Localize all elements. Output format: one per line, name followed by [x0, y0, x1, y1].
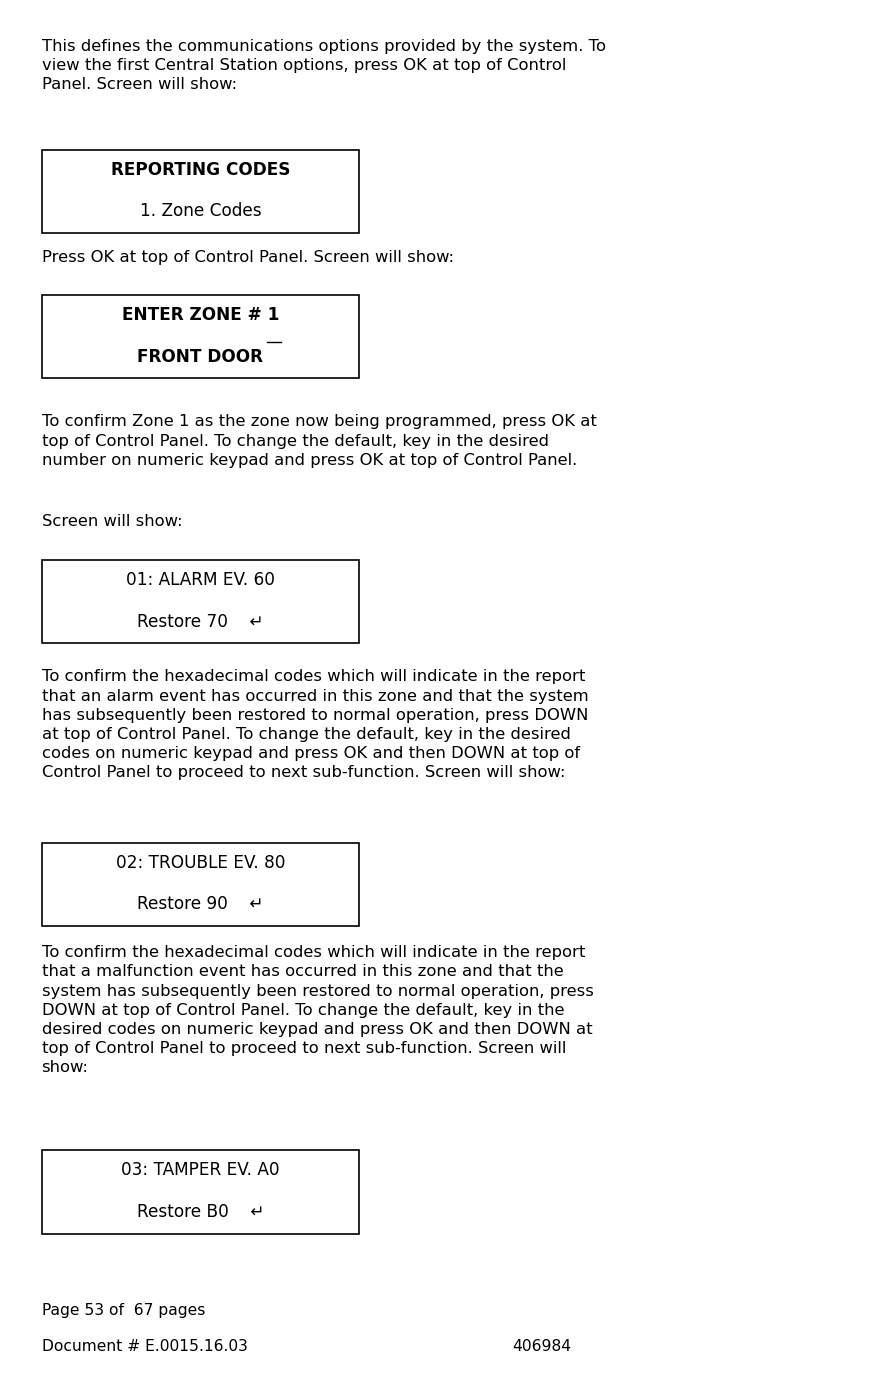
- Bar: [42, 150, 359, 233]
- Text: Restore B0    ↵: Restore B0 ↵: [137, 1203, 264, 1221]
- Text: Restore 70    ↵: Restore 70 ↵: [137, 613, 264, 631]
- Text: Page 53 of  67 pages: Page 53 of 67 pages: [42, 1303, 205, 1318]
- Text: FRONT DOOR: FRONT DOOR: [138, 348, 263, 366]
- Bar: [42, 1150, 359, 1234]
- Text: To confirm Zone 1 as the zone now being programmed, press OK at
top of Control P: To confirm Zone 1 as the zone now being …: [42, 414, 596, 468]
- Bar: [42, 560, 359, 643]
- Text: Screen will show:: Screen will show:: [42, 514, 182, 529]
- Text: To confirm the hexadecimal codes which will indicate in the report
that an alarm: To confirm the hexadecimal codes which w…: [42, 669, 588, 780]
- Text: To confirm the hexadecimal codes which will indicate in the report
that a malfun: To confirm the hexadecimal codes which w…: [42, 945, 593, 1076]
- Text: REPORTING CODES: REPORTING CODES: [110, 161, 291, 179]
- Text: 406984: 406984: [512, 1339, 571, 1354]
- Text: 1. Zone Codes: 1. Zone Codes: [140, 202, 261, 220]
- Text: 03: TAMPER EV. A0: 03: TAMPER EV. A0: [121, 1161, 280, 1179]
- Bar: [42, 295, 359, 378]
- Text: Restore 90    ↵: Restore 90 ↵: [137, 895, 264, 913]
- Text: Document # E.0015.16.03: Document # E.0015.16.03: [42, 1339, 247, 1354]
- Text: Press OK at top of Control Panel. Screen will show:: Press OK at top of Control Panel. Screen…: [42, 249, 454, 265]
- Text: This defines the communications options provided by the system. To
view the firs: This defines the communications options …: [42, 39, 606, 93]
- Bar: [42, 843, 359, 926]
- Text: 02: TROUBLE EV. 80: 02: TROUBLE EV. 80: [116, 854, 285, 872]
- Text: 01: ALARM EV. 60: 01: ALARM EV. 60: [126, 571, 275, 589]
- Text: ENTER ZONE # 1: ENTER ZONE # 1: [122, 306, 279, 324]
